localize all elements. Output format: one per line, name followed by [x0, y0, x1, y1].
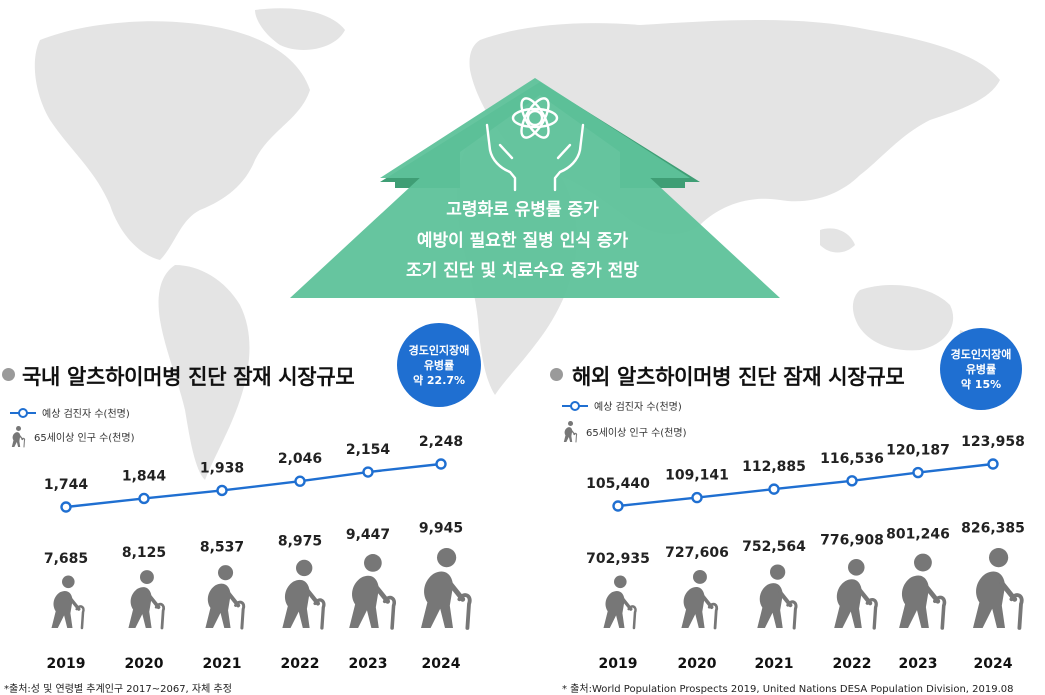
line-point [216, 484, 228, 497]
population-label: 776,908 [820, 533, 884, 549]
line-point-label: 1,744 [44, 477, 89, 493]
line-point-label: 105,440 [586, 476, 650, 492]
population-label: 826,385 [961, 520, 1025, 536]
badge-line: 유병률 [423, 358, 455, 372]
hands-brain-icon [485, 97, 585, 192]
population-person-mark [349, 554, 396, 630]
population-person-mark [899, 553, 947, 630]
population-person-mark [973, 548, 1024, 630]
population-label: 9,447 [346, 527, 390, 543]
line-point-label: 1,844 [122, 468, 167, 484]
line-point [987, 458, 999, 470]
legend-person-icon [563, 421, 578, 443]
legend-line-label: 예상 검진자 수(천명) [42, 408, 130, 420]
line-point [294, 475, 306, 487]
line-point [60, 501, 72, 513]
line-point [138, 492, 150, 505]
population-person-mark [205, 565, 246, 630]
population-label: 8,975 [278, 534, 322, 550]
source-note-overseas: * 출처:World Population Prospects 2019, Un… [562, 684, 1014, 695]
x-tick-label: 2019 [599, 656, 638, 672]
legend-person-label: 65세이상 인구 수(천명) [34, 432, 135, 444]
population-label: 8,537 [200, 540, 244, 556]
line-point-label: 2,248 [419, 434, 463, 450]
population-label: 727,606 [665, 545, 729, 561]
badge-line: 약 22.7% [412, 373, 466, 387]
x-tick-label: 2021 [203, 656, 242, 672]
line-point-label: 1,938 [200, 460, 244, 476]
line-point [768, 483, 780, 495]
legend-line-label: 예상 검진자 수(천명) [594, 401, 682, 413]
badge-line: 경도인지장애 [950, 347, 1012, 361]
population-label: 8,125 [122, 545, 166, 561]
line-point [912, 466, 924, 479]
population-label: 7,685 [44, 551, 88, 567]
population-label: 702,935 [586, 551, 650, 567]
population-person-mark [282, 559, 326, 630]
x-tick-label: 2022 [281, 656, 320, 672]
x-tick-label: 2023 [349, 656, 388, 672]
population-person-mark [603, 575, 637, 630]
prevalence-badge-overseas: 경도인지장애 유병률 약 15% [940, 328, 1022, 410]
line-point [435, 458, 447, 470]
source-note-domestic: *출처:성 및 연령별 추계인구 2017~2067, 자체 추정 [4, 684, 232, 695]
line-point-label: 2,154 [346, 442, 391, 458]
line-point-label: 109,141 [665, 468, 729, 484]
badge-line: 약 15% [960, 377, 1002, 391]
line-point-label: 116,536 [820, 451, 884, 467]
panel-title-domestic: 국내 알츠하이머병 진단 잠재 시장규모 [22, 365, 355, 389]
series-line-expected-screenees [65, 462, 442, 509]
line-point-label: 2,046 [278, 451, 322, 467]
headline-line-3: 조기 진단 및 치료수요 증가 전망 [406, 261, 639, 281]
population-person-mark [681, 570, 719, 630]
legend-line-marker [18, 408, 28, 418]
x-tick-label: 2024 [422, 656, 461, 672]
legend-person-icon [11, 426, 26, 448]
headline-line-1: 고령화로 유병률 증가 [446, 200, 599, 220]
population-person-mark [421, 548, 472, 630]
series-line-expected-screenees [617, 462, 994, 508]
badge-line: 유병률 [965, 362, 997, 376]
line-point [846, 475, 858, 487]
line-point-label: 120,187 [886, 443, 950, 459]
legend-line-marker [570, 401, 580, 411]
arrow-body [290, 78, 780, 298]
chart-legend [10, 408, 36, 418]
line-point [691, 491, 703, 504]
x-tick-label: 2019 [47, 656, 86, 672]
population-person-mark [51, 575, 85, 630]
population-person-mark [128, 570, 166, 630]
x-tick-label: 2020 [678, 656, 717, 672]
population-person-mark [757, 564, 798, 630]
population-label: 801,246 [886, 527, 950, 543]
x-tick-label: 2023 [899, 656, 938, 672]
panel-title-overseas: 해외 알츠하이머병 진단 잠재 시장규모 [572, 365, 905, 389]
x-tick-label: 2020 [125, 656, 164, 672]
prevalence-badge-domestic: 경도인지장애 유병률 약 22.7% [397, 323, 481, 407]
title-bullet [2, 368, 15, 381]
population-person-mark [834, 559, 878, 630]
population-label: 9,945 [419, 520, 463, 536]
legend-person-label: 65세이상 인구 수(천명) [586, 427, 687, 439]
line-point [362, 466, 374, 478]
headline-line-2: 예방이 필요한 질병 인식 증가 [416, 231, 629, 251]
line-point-label: 112,885 [742, 459, 806, 475]
population-label: 752,564 [742, 539, 806, 555]
badge-line: 경도인지장애 [408, 343, 470, 357]
x-tick-label: 2024 [974, 656, 1013, 672]
title-bullet [550, 368, 563, 381]
chart-legend [562, 401, 588, 411]
x-tick-label: 2022 [833, 656, 872, 672]
line-point [612, 500, 624, 512]
x-tick-label: 2021 [755, 656, 794, 672]
line-point-label: 123,958 [961, 434, 1025, 450]
